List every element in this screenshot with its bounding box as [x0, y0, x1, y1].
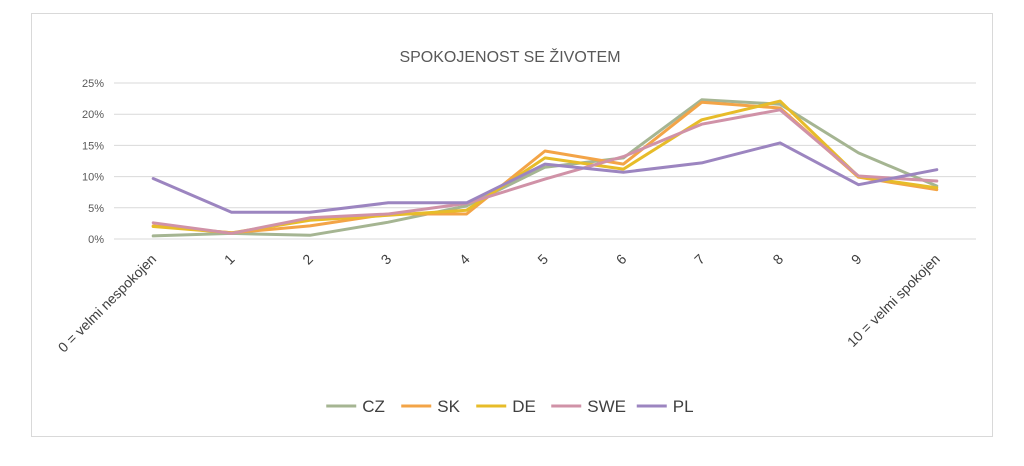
legend-label: CZ — [362, 397, 385, 416]
chart-title: SPOKOJENOST SE ŽIVOTEM — [399, 47, 620, 66]
y-tick-label: 15% — [82, 140, 104, 152]
x-tick-label: 9 — [848, 251, 865, 268]
legend: CZ SK DE SWE PL — [326, 397, 694, 416]
y-tick-label: 25% — [82, 78, 104, 90]
series-line-cz — [151, 98, 939, 238]
x-tick-label: 7 — [691, 251, 708, 268]
y-tick-label: 10% — [82, 172, 104, 184]
series-layer — [151, 98, 939, 238]
grid-layer — [114, 82, 976, 240]
chart-frame: SPOKOJENOST SE ŽIVOTEM 0% 5% 10% 15% 20% 25% … — [31, 13, 993, 437]
x-tick-label: 6 — [613, 251, 630, 268]
line-chart: SPOKOJENOST SE ŽIVOTEM 0%5%10%15%20%25% … — [55, 47, 976, 416]
x-tick-label: 8 — [769, 251, 786, 268]
series-line-swe — [151, 108, 939, 235]
x-tick-label: 3 — [378, 251, 395, 268]
x-tick-label: 2 — [299, 251, 316, 268]
legend-label: DE — [512, 397, 536, 416]
x-tick-label: 1 — [221, 251, 238, 268]
series-line-pl — [151, 141, 939, 214]
x-axis-ticks: 0 = velmi nespokojen 1 2 3 4 5 6 7 8 910 = velmi … — [55, 251, 943, 356]
y-tick-label: 20% — [82, 109, 104, 121]
y-tick-label: 5% — [88, 203, 104, 215]
legend-label: SWE — [587, 397, 626, 416]
x-tick-label: 5 — [534, 251, 551, 268]
x-tick-label: 0 = velmi nespokojen — [55, 251, 160, 356]
legend-label: PL — [673, 397, 694, 416]
y-tick-label: 0% — [88, 234, 104, 246]
legend-label: SK — [437, 397, 460, 416]
y-axis-ticks: 0% 5% 10% 15% 20% 25% — [82, 78, 104, 246]
x-tick-label: 4 — [456, 251, 473, 268]
